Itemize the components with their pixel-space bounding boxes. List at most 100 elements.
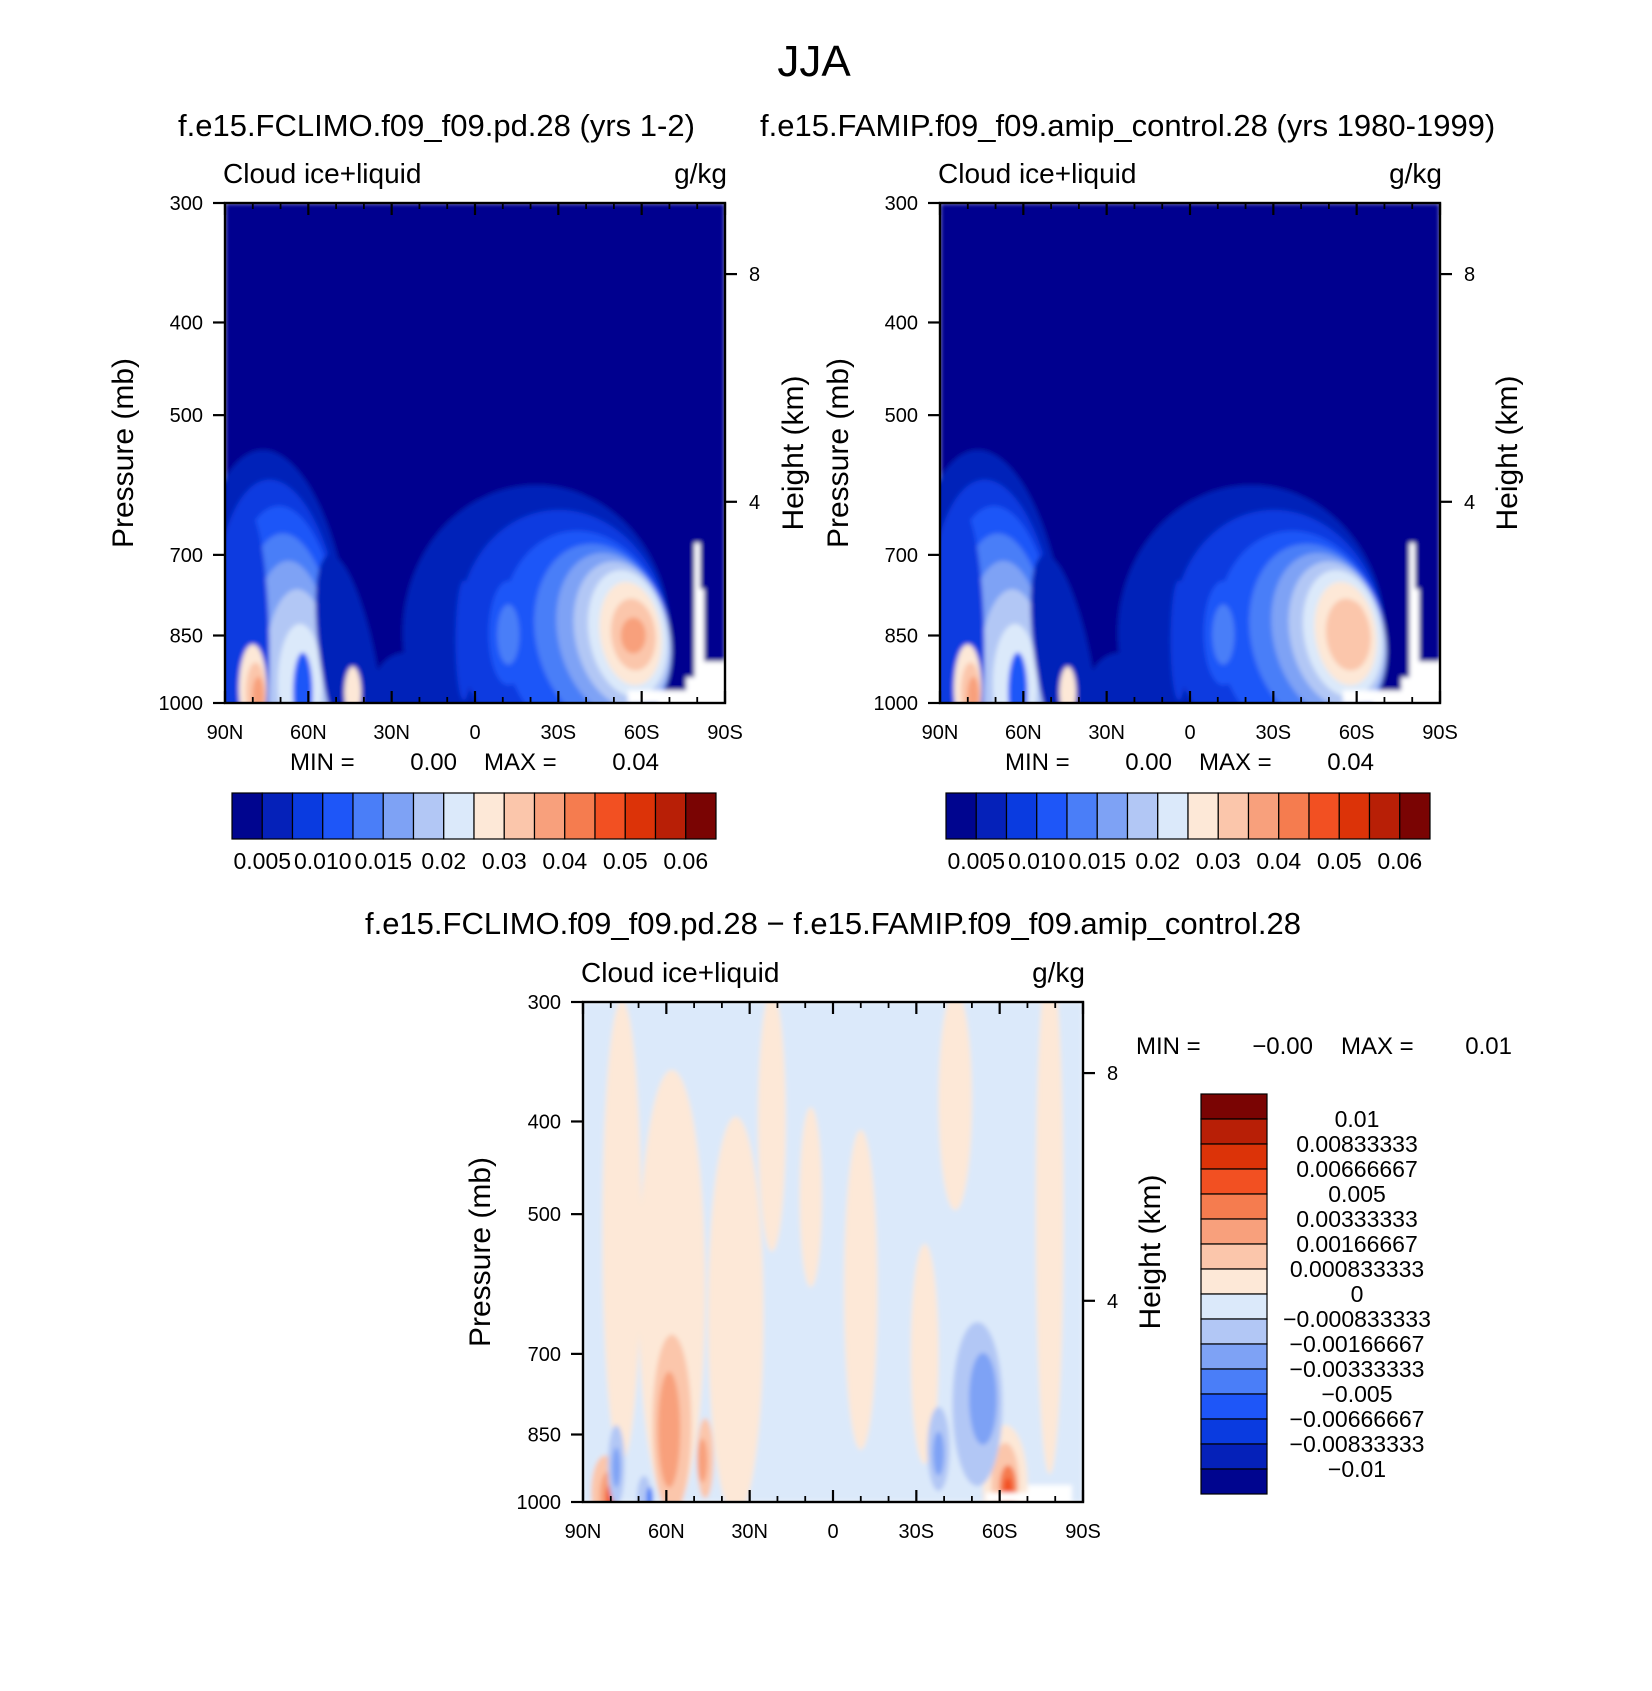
panel-diff-contour-field [583, 1002, 1083, 1502]
panel-diff-xtick-label: 0 [827, 1521, 838, 1543]
panel-diff-xtick-label: 90S [1065, 1521, 1101, 1543]
panel-diff-colorbar-box [1200, 1268, 1268, 1295]
panel-b-north-surface-max-4 [1059, 666, 1077, 703]
panel-a-colorbar-box [412, 792, 445, 840]
panel-a-colorbar-box [231, 792, 263, 840]
panel-diff-colorbar-box [1200, 1193, 1268, 1220]
panel-b-colorbar-box [1036, 792, 1068, 840]
panel-b-plot-area [940, 203, 1440, 703]
panel-a-colorbar-box [503, 792, 536, 840]
panel-diff-colorbar-label: 0.00333333 [1296, 1206, 1418, 1232]
panel-diff-positive-area-3 [708, 1116, 764, 1502]
panel-a-colorbar-label: 0.010 [294, 848, 352, 874]
panel-a-ytick-label: 300 [170, 193, 203, 215]
panel-a-min-value: 0.00 [410, 749, 457, 776]
panel-diff-colorbar-label: 0.00833333 [1296, 1131, 1418, 1157]
panel-diff-positive-area-4 [758, 1002, 786, 1252]
panel-b-max-value: 0.04 [1327, 749, 1374, 776]
panel-a-missing-data [627, 542, 725, 703]
panel-diff-colorbar-box [1200, 1093, 1268, 1120]
panel-diff-xtick-label: 90N [565, 1521, 602, 1543]
panel-b-colorbar-box [1096, 792, 1129, 840]
panel-a-contour-field [225, 203, 725, 703]
panel-a-colorbar-label: 0.03 [482, 848, 527, 874]
panel-a-colorbar-label: 0.015 [354, 848, 412, 874]
panel-b-colorbar-label: 0.015 [1068, 848, 1126, 874]
panel-b-contour-field [940, 203, 1440, 703]
figure-title: JJA [777, 37, 851, 86]
panel-b-ytick-label: 500 [885, 405, 918, 427]
panel-a-colorbar-box [443, 792, 475, 840]
panel-diff-variable: Cloud ice+liquid [581, 957, 779, 988]
panel-b-colorbar-box [1066, 792, 1098, 840]
panel-diff-ytick-label: 500 [528, 1204, 561, 1226]
panel-diff-colorbar: 0.010.008333330.006666670.0050.003333330… [1200, 1093, 1431, 1495]
panel-diff-ytick-label: 400 [528, 1111, 561, 1133]
panel-diff-xtick-label: 30N [731, 1521, 768, 1543]
panel-a-axes: 90N 60N 30N 0 30S 60S 90S 300 400 500 700 850 1000 8 4 [159, 193, 761, 744]
panel-a-xtick-label: 90S [707, 722, 743, 744]
panel-a-run-title: f.e15.FCLIMO.f09_f09.pd.28 (yrs 1-2) [178, 108, 695, 143]
panel-a-ytick-label: 400 [170, 312, 203, 334]
panel-b-min-value: 0.00 [1125, 749, 1172, 776]
panel-diff-ylabel: Pressure (mb) [464, 1157, 497, 1347]
panel-b-xtick-label: 90N [922, 722, 959, 744]
panel-b-colorbar-label: 0.04 [1256, 848, 1301, 874]
panel-diff-positive-area-5 [799, 1107, 822, 1288]
panel-diff-ytick-label: 1000 [517, 1492, 562, 1514]
panel-a-xtick-label: 30S [541, 722, 577, 744]
panel-diff-y2tick-label: 8 [1107, 1063, 1118, 1085]
panel-a-colorbar-box [685, 792, 717, 840]
panel-b-colorbar-label: 0.005 [947, 848, 1005, 874]
panel-a-ytick-label: 700 [170, 545, 203, 567]
panel-b-colorbar-label: 0.010 [1008, 848, 1066, 874]
panel-a-colorbar-box [564, 792, 596, 840]
panel-diff-colorbar-label: −0.005 [1322, 1381, 1393, 1407]
panel-diff-colorbar-label: 0.005 [1328, 1181, 1386, 1207]
panel-a-colorbar-box [624, 792, 657, 840]
panel-a-ytick-label: 500 [170, 405, 203, 427]
panel-b-colorbar-box [945, 792, 977, 840]
panel-a-tropical-level-2 [497, 604, 520, 665]
panel-a-ytick-label: 1000 [159, 693, 204, 715]
panel-diff-colorbar-box [1200, 1168, 1268, 1195]
panel-b-colorbar-label: 0.06 [1377, 848, 1422, 874]
panel-a-colorbar-label: 0.04 [542, 848, 587, 874]
panel-b-min-label: MIN = [1005, 749, 1070, 776]
panel-b-colorbar-box [1368, 792, 1401, 840]
panel-a-north-surface-max-4 [344, 666, 362, 703]
panel-diff-positive-area-9 [1035, 1002, 1064, 1475]
panel-b-run-title: f.e15.FAMIP.f09_f09.amip_control.28 (yrs… [760, 108, 1495, 143]
panel-b-colorbar: 0.005 0.010 0.015 0.02 0.03 0.04 0.05 0.06 [945, 792, 1431, 874]
panel-b-variable: Cloud ice+liquid [938, 158, 1136, 189]
panel-b-colorbar-box [975, 792, 1008, 840]
panel-diff-ytick-label: 300 [528, 992, 561, 1014]
panel-diff-colorbar-box [1200, 1143, 1268, 1170]
panel-a-xtick-label: 90N [207, 722, 244, 744]
panel-b-xtick-label: 90S [1422, 722, 1458, 744]
panel-b-equatorial-patch [1170, 580, 1188, 701]
panel-b-colorbar-label: 0.05 [1317, 848, 1362, 874]
panel-b-north-surface-min [1008, 652, 1028, 703]
panel-diff-negative-area-4 [933, 1431, 945, 1476]
panel-a-max-label: MAX = [484, 749, 557, 776]
panel-diff-colorbar-box [1200, 1443, 1268, 1470]
panel-diff-colorbar-box [1200, 1318, 1268, 1345]
panel-a-colorbar-label: 0.02 [421, 848, 466, 874]
panel-a-colorbar-box [654, 792, 687, 840]
panel-b-colorbar-box [1126, 792, 1159, 840]
panel-a-units: g/kg [674, 158, 727, 189]
panel-diff-positive-area-1 [602, 1002, 642, 1461]
panel-b-colorbar-box [1247, 792, 1280, 840]
panel-diff-colorbar-box [1200, 1418, 1268, 1445]
panel-a-colorbar-box [533, 792, 566, 840]
panel-diff-colorbar-label: −0.00666667 [1290, 1406, 1425, 1432]
panel-diff-max-label: MAX = [1341, 1033, 1414, 1060]
panel-diff-y2label: Height (km) [1134, 1174, 1167, 1329]
panel-a-xtick-label: 0 [469, 722, 480, 744]
panel-a-xtick-label: 60N [290, 722, 327, 744]
panel-diff-max-value: 0.01 [1465, 1033, 1512, 1060]
panel-b-y2tick-label: 8 [1464, 264, 1475, 286]
panel-a-colorbar-label: 0.05 [603, 848, 648, 874]
panel-diff-colorbar-label: 0.00666667 [1296, 1156, 1418, 1182]
